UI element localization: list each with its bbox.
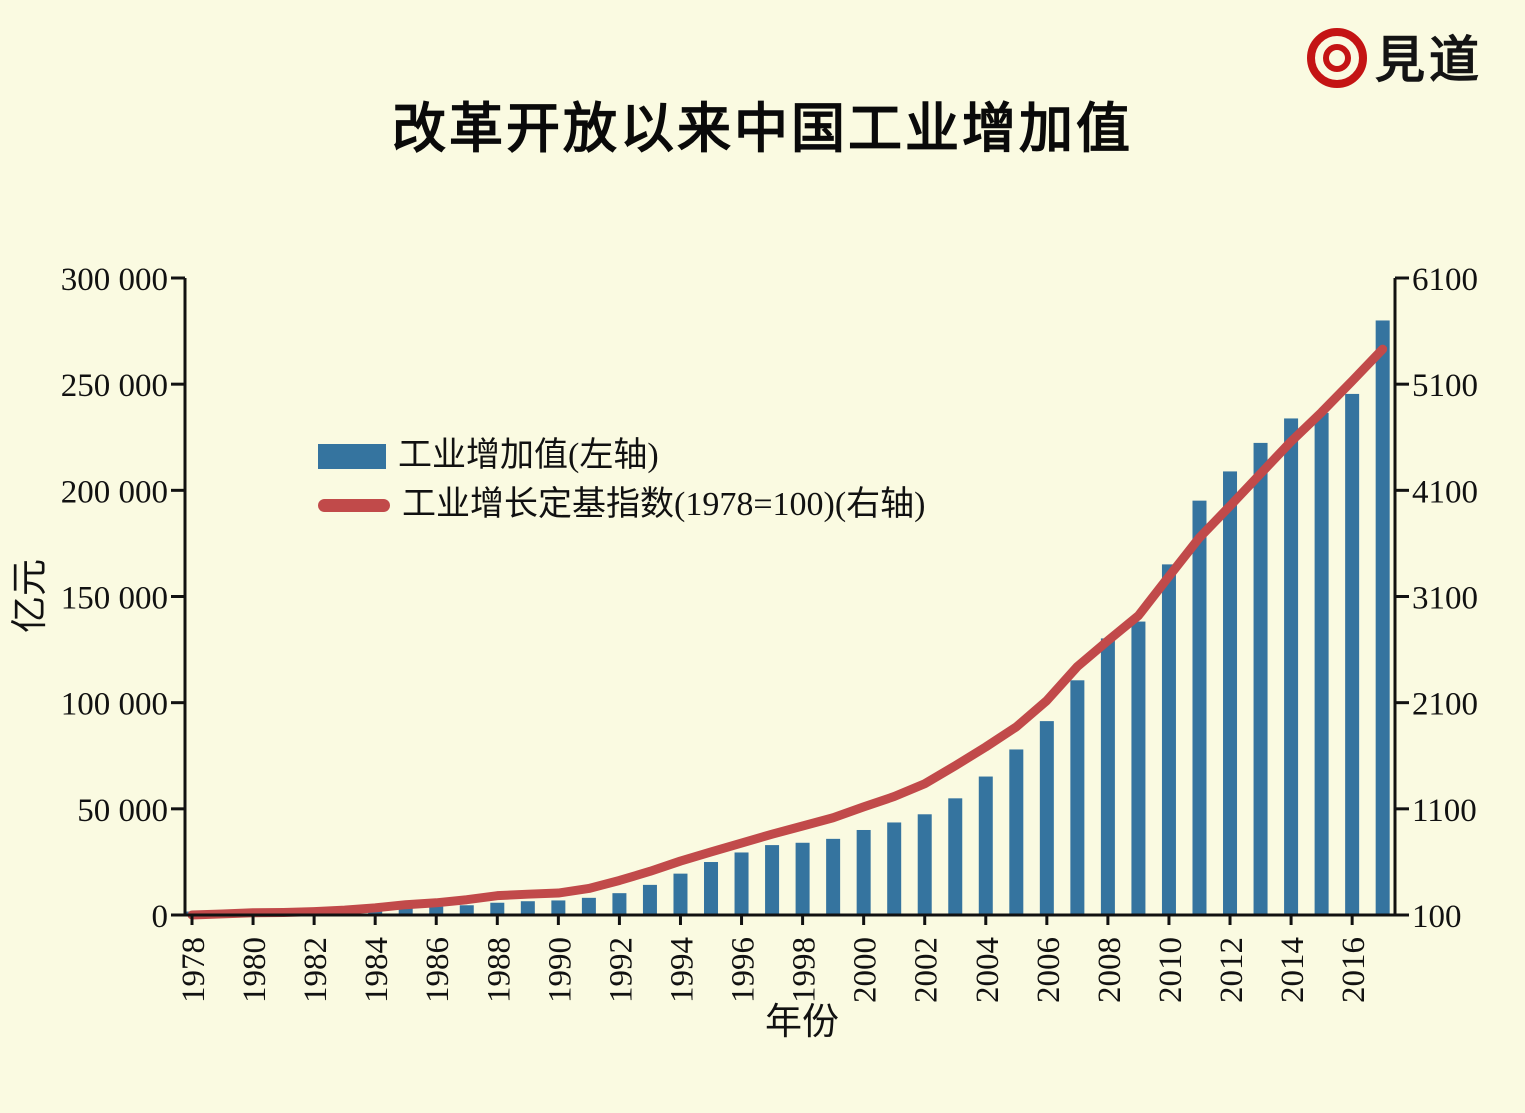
chart-title: 改革开放以来中国工业增加值 (392, 99, 1133, 159)
right-tick-label: 2100 (1412, 687, 1478, 723)
x-tick-label: 1986 (420, 937, 456, 1003)
x-tick-label: 1990 (542, 937, 578, 1003)
left-tick-label: 50 000 (77, 793, 168, 829)
x-tick-label: 2012 (1214, 937, 1250, 1003)
bar-1987 (459, 905, 474, 915)
right-tick-label: 4100 (1412, 474, 1478, 510)
left-axis-title: 亿元 (10, 559, 51, 633)
right-tick-label: 1100 (1412, 793, 1477, 829)
legend-item-bars: 工业增加值(左轴) (318, 436, 925, 476)
bar-2016 (1345, 393, 1360, 915)
bar-1993 (642, 884, 657, 915)
bar-2002 (917, 814, 932, 915)
brand-logo: 見道 (1305, 20, 1483, 92)
bar-2001 (887, 822, 902, 915)
bar-2010 (1161, 564, 1176, 915)
legend-line-swatch (318, 498, 390, 512)
bar-1994 (673, 873, 688, 915)
bar-1997 (765, 845, 780, 915)
x-tick-label: 2006 (1031, 937, 1067, 1003)
bar-1991 (581, 897, 596, 915)
bar-2003 (948, 798, 963, 915)
bar-2011 (1192, 500, 1207, 915)
bar-2013 (1253, 442, 1268, 915)
right-tick-label: 100 (1412, 899, 1462, 935)
x-tick-label: 2016 (1336, 937, 1372, 1003)
x-tick-label: 2010 (1153, 937, 1189, 1003)
bar-2005 (1009, 749, 1024, 915)
bar-2012 (1223, 471, 1238, 915)
concentric-circles-icon (1307, 28, 1367, 88)
legend: 工业增加值(左轴) 工业增长定基指数(1978=100)(右轴) (318, 436, 925, 525)
left-tick-label: 200 000 (61, 474, 168, 510)
brand-logo-text: 見道 (1375, 32, 1483, 88)
x-tick-label: 1980 (237, 937, 273, 1003)
bar-1999 (826, 838, 841, 915)
bar-2007 (1070, 680, 1085, 915)
x-tick-label: 2014 (1275, 937, 1311, 1003)
bar-1989 (520, 901, 535, 915)
bar-1986 (429, 906, 444, 915)
left-tick-label: 250 000 (61, 368, 168, 404)
x-tick-label: 2002 (909, 937, 945, 1003)
right-tick-label: 5100 (1412, 368, 1478, 404)
x-tick-label: 1984 (359, 937, 395, 1003)
x-tick-label: 1992 (603, 937, 639, 1003)
bar-2006 (1039, 721, 1054, 915)
bar-1996 (734, 852, 749, 915)
x-tick-label: 1996 (726, 937, 762, 1003)
x-axis-title: 年份 (765, 1001, 839, 1043)
x-tick-label: 1982 (298, 937, 334, 1003)
bar-1995 (704, 862, 719, 915)
bar-1985 (398, 907, 413, 915)
bar-2004 (978, 776, 993, 915)
bar-1998 (795, 842, 810, 915)
legend-item-line: 工业增长定基指数(1978=100)(右轴) (318, 485, 925, 525)
x-tick-label: 2000 (848, 937, 884, 1003)
left-tick-label: 100 000 (61, 687, 168, 723)
bar-2014 (1284, 418, 1299, 915)
x-tick-label: 1994 (664, 937, 700, 1003)
bar-2000 (856, 829, 871, 915)
bar-1992 (612, 893, 627, 915)
index-line (187, 344, 1388, 920)
bar-1990 (551, 900, 566, 915)
right-tick-label: 6100 (1412, 262, 1478, 298)
legend-line-label: 工业增长定基指数(1978=100)(右轴) (402, 486, 926, 523)
x-tick-label: 2008 (1092, 937, 1128, 1003)
bar-2008 (1100, 638, 1115, 915)
x-tick-label: 1998 (787, 937, 823, 1003)
x-tick-label: 1978 (176, 937, 212, 1003)
bar-2017 (1375, 320, 1390, 915)
right-tick-label: 3100 (1412, 581, 1478, 617)
bar-2009 (1131, 621, 1146, 915)
left-tick-label: 150 000 (61, 581, 168, 617)
legend-bar-label: 工业增加值(左轴) (398, 437, 659, 474)
left-tick-label: 0 (152, 899, 169, 935)
left-tick-label: 300 000 (61, 262, 168, 298)
x-tick-label: 2004 (970, 937, 1006, 1003)
bar-2015 (1314, 412, 1329, 915)
legend-bar-swatch (318, 443, 386, 469)
bar-1988 (490, 902, 505, 915)
x-tick-label: 1988 (481, 937, 517, 1003)
